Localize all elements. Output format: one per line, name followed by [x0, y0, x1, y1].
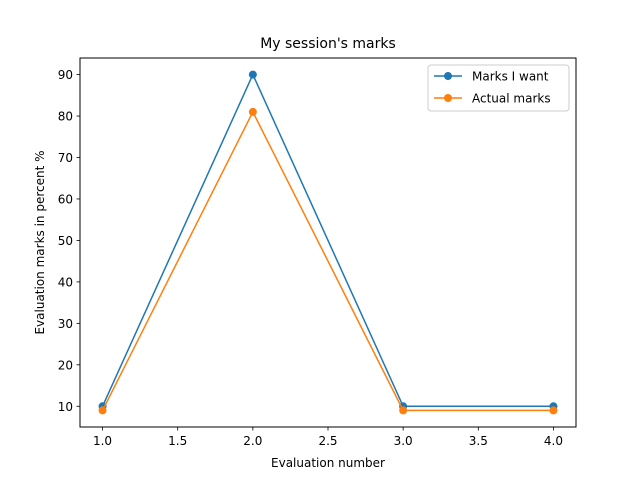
legend-item-2: Actual marks — [434, 92, 551, 106]
x-tick-label: 2.5 — [318, 434, 337, 448]
legend: Marks I want Actual marks — [427, 64, 570, 112]
series-2-point-4 — [549, 406, 558, 415]
legend-marker — [444, 94, 452, 102]
x-tick-label: 1.5 — [168, 434, 187, 448]
series-2 — [98, 107, 558, 415]
y-axis-label: Evaluation marks in percent % — [33, 150, 47, 334]
y-tick-label: 60 — [58, 192, 73, 206]
series-2-point-1 — [98, 406, 107, 415]
x-axis-ticks: 1.0 1.5 2.0 2.5 3.0 3.5 4.0 — [93, 427, 563, 448]
y-tick-label: 30 — [58, 317, 73, 331]
y-axis-ticks: 10 20 30 40 50 60 70 80 90 — [58, 68, 80, 414]
series-line-1 — [101, 73, 554, 408]
x-tick-label: 1.0 — [93, 434, 112, 448]
y-tick-label: 70 — [58, 151, 73, 165]
legend-label: Actual marks — [472, 92, 551, 106]
series-1-point-2 — [248, 70, 257, 79]
series-line-2 — [101, 111, 554, 412]
x-axis-label: Evaluation number — [271, 456, 385, 470]
legend-label: Marks I want — [472, 70, 549, 84]
y-tick-label: 50 — [58, 234, 73, 248]
series-2-point-3 — [399, 406, 408, 415]
legend-box — [427, 64, 570, 112]
y-tick-label: 40 — [58, 275, 73, 289]
plot-area — [80, 58, 576, 427]
x-tick-label: 2.0 — [243, 434, 262, 448]
x-tick-label: 3.0 — [394, 434, 413, 448]
x-tick-label: 3.5 — [469, 434, 488, 448]
y-tick-label: 80 — [58, 110, 73, 124]
legend-item-1: Marks I want — [434, 70, 549, 84]
y-tick-label: 20 — [58, 358, 73, 372]
y-tick-label: 90 — [58, 68, 73, 82]
legend-marker — [444, 72, 452, 80]
series-2-point-2 — [248, 107, 257, 116]
chart-title: My session's marks — [260, 36, 396, 52]
x-tick-label: 4.0 — [544, 434, 563, 448]
series-layer — [98, 70, 558, 415]
y-tick-label: 10 — [58, 400, 73, 414]
